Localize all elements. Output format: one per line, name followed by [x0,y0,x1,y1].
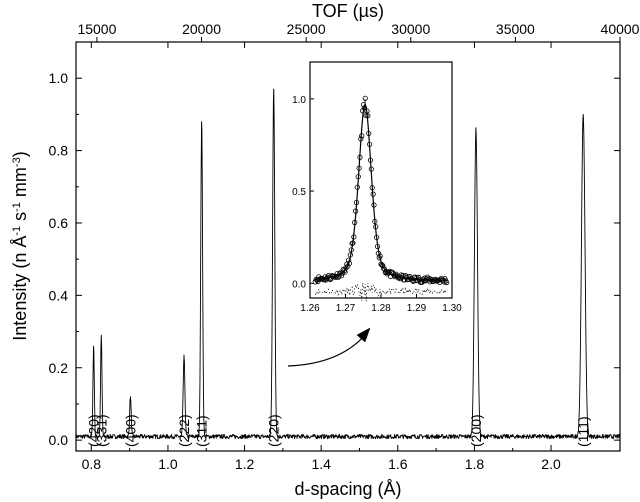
main-plot-frame [75,41,621,452]
inset-observed-point [348,247,354,253]
inset-observed-point [359,133,365,139]
inset-observed-point [370,191,376,197]
peak-index-labels: (420)(331) (400) (222) (311) (220) (200) (111) [86,414,592,447]
peak-index-label: (220) [266,414,282,447]
peak-index-label: (420) [86,414,102,447]
y-axis-title-part: ) [10,151,30,157]
peak-index-label: (331) [93,414,109,447]
top-x-tick-label: 25000 [287,21,326,37]
inset-observed-point [368,166,374,172]
inset-observed-point [353,208,359,214]
x-tick-label: 1.6 [388,456,408,472]
inset-peak-zoom: 1.26 1.27 1.28 1.29 1.30 0.0 0.5 1.0 [292,61,462,314]
inset-observed-point [353,199,360,206]
top-x-tick-label: 20000 [182,21,221,37]
x-axis: 0.8 1.0 1.2 1.4 1.6 1.8 2.0 [82,42,561,472]
x-axis-title: d-spacing (Å) [294,479,401,499]
peak-index-label: (111) [575,416,591,447]
inset-x-tick-label: 1.29 [407,303,427,314]
inset-observed-point [366,130,372,137]
y-axis-title-part: Intensity (n Å [10,236,30,341]
top-x-tick-label: 30000 [391,21,430,37]
peak-index-label: (400) [122,414,138,447]
top-x-tick-label: 40000 [601,21,640,37]
peak-index-label: (311) [194,415,210,447]
inset-y-tick-label: 0.0 [292,279,306,290]
inset-x-tick-label: 1.28 [371,303,391,314]
y-axis-title-exponent: -1 [11,202,23,212]
inset-observed-point [360,102,367,108]
inset-observed-point [367,141,373,147]
inset-observed-point [352,219,358,226]
inset-observed-point [381,266,388,272]
peak-index-label: (222) [176,414,192,447]
y-tick-label: 0.4 [49,287,69,303]
y-tick-label: 0.2 [49,360,69,376]
inset-x-tick-label: 1.27 [336,303,356,314]
inset-observed-point [444,279,450,286]
inset-y-tick-label: 0.5 [292,187,306,198]
inset-observed-point [374,234,380,241]
x-tick-label: 1.0 [158,456,178,472]
inset-observed-point [416,274,422,280]
inset-observed-points [312,95,450,286]
inset-observed-point [347,252,353,258]
main-plot: 0.8 1.0 1.2 1.4 1.6 1.8 2.0 0.0 0.2 0.4 0.6 0.8 1.0… [49,21,640,472]
inset-observed-point [350,240,356,246]
inset-x-tick-label: 1.30 [442,303,462,314]
x-tick-label: 1.2 [235,456,255,472]
y-axis-title: Intensity (n Å-1 s-1 mm-3) [10,151,30,340]
inset-observed-point [371,202,377,208]
x-tick-label: 1.8 [465,456,485,472]
inset-y-tick-label: 1.0 [292,95,306,106]
inset-observed-point [340,266,346,272]
top-x-axis-title: TOF (µs) [312,1,384,21]
top-x-tick-label: 35000 [496,21,535,37]
y-tick-label: 1.0 [49,70,69,86]
x-tick-label: 1.4 [311,456,331,472]
inset-observed-point [374,243,381,250]
inset-observed-point [321,277,327,283]
y-tick-label: 0.0 [49,432,69,448]
inset-observed-point [364,108,370,114]
x-tick-label: 0.8 [82,456,102,472]
inset-observed-point [354,184,360,190]
y-axis-title-exponent: -1 [11,226,23,236]
inset-observed-point [357,154,363,160]
inset-observed-point [427,279,433,285]
top-x-tick-label: 15000 [77,21,116,37]
peak-index-label: (200) [468,414,484,447]
inset-observed-point [369,185,375,191]
y-axis: 0.0 0.2 0.4 0.6 0.8 1.0 [49,70,620,448]
inset-observed-point [345,257,352,263]
inset-observed-point [355,174,361,180]
x-tick-label: 2.0 [541,456,561,472]
inset-observed-point [365,113,371,119]
inset-observed-point [373,224,379,230]
y-axis-title-part: mm [10,167,30,202]
inset-x-tick-label: 1.26 [300,303,320,314]
inset-pointer-arrow [287,327,371,367]
inset-observed-point [372,218,378,225]
inset-observed-point [367,157,374,163]
inset-observed-point [361,105,367,111]
y-tick-label: 0.6 [49,215,69,231]
inset-observed-point [351,234,357,240]
inset-observed-point [349,240,355,247]
inset-observed-point [346,260,353,266]
y-tick-label: 0.8 [49,143,69,159]
y-axis-title-part: s [10,212,30,226]
inset-observed-point [378,261,384,267]
top-x-axis: 15000 20000 25000 30000 35000 40000 [77,21,640,42]
y-axis-title-exponent: -3 [11,157,23,167]
inset-observed-point [358,136,364,142]
inset-observed-point [356,165,362,171]
inset-observed-point [377,253,383,259]
inset-observed-point [338,273,345,279]
diffraction-pattern-line [75,88,621,440]
inset-x-axis: 1.26 1.27 1.28 1.29 1.30 [300,294,462,314]
